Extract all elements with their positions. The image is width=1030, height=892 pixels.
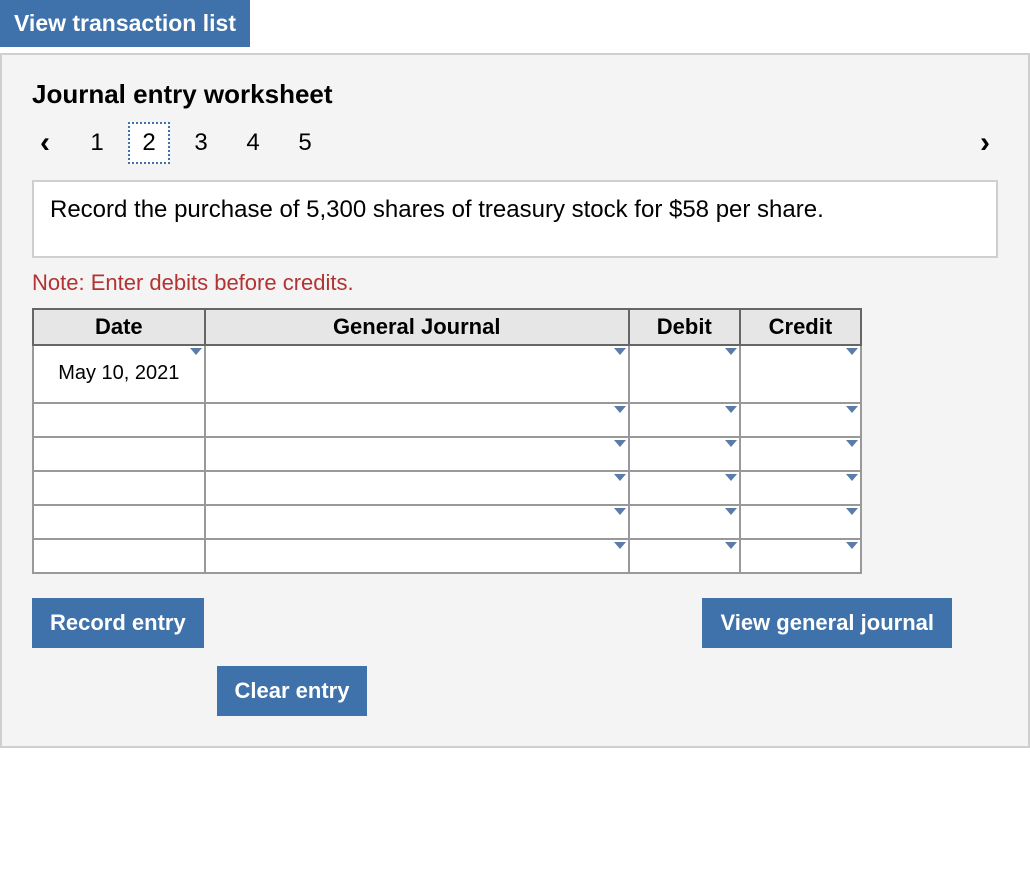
cell-debit[interactable] bbox=[629, 505, 740, 539]
worksheet-panel: Journal entry worksheet ‹ 1 2 3 4 5 › Re… bbox=[0, 53, 1030, 748]
cell-debit[interactable] bbox=[629, 539, 740, 573]
view-transaction-list-button[interactable]: View transaction list bbox=[0, 0, 250, 47]
page-5[interactable]: 5 bbox=[284, 122, 326, 164]
chevron-right-icon[interactable]: › bbox=[972, 126, 998, 160]
pager: ‹ 1 2 3 4 5 › bbox=[32, 122, 998, 164]
cell-general-journal[interactable] bbox=[205, 505, 629, 539]
table-row: May 10, 2021 bbox=[33, 345, 861, 403]
cell-date[interactable] bbox=[33, 505, 205, 539]
table-row bbox=[33, 539, 861, 573]
page-3[interactable]: 3 bbox=[180, 122, 222, 164]
page-4[interactable]: 4 bbox=[232, 122, 274, 164]
cell-debit[interactable] bbox=[629, 403, 740, 437]
col-header-general-journal: General Journal bbox=[205, 309, 629, 345]
cell-credit[interactable] bbox=[740, 539, 861, 573]
journal-table: Date General Journal Debit Credit May 10… bbox=[32, 308, 862, 574]
table-row bbox=[33, 505, 861, 539]
col-header-debit: Debit bbox=[629, 309, 740, 345]
worksheet-title: Journal entry worksheet bbox=[32, 79, 998, 110]
cell-general-journal[interactable] bbox=[205, 345, 629, 403]
table-row bbox=[33, 471, 861, 505]
cell-debit[interactable] bbox=[629, 471, 740, 505]
page-1[interactable]: 1 bbox=[76, 122, 118, 164]
clear-entry-button[interactable]: Clear entry bbox=[217, 666, 368, 716]
page-list: 1 2 3 4 5 bbox=[76, 122, 326, 164]
cell-date[interactable] bbox=[33, 403, 205, 437]
table-row bbox=[33, 403, 861, 437]
cell-credit[interactable] bbox=[740, 437, 861, 471]
view-general-journal-button[interactable]: View general journal bbox=[702, 598, 952, 648]
cell-date[interactable] bbox=[33, 437, 205, 471]
chevron-left-icon[interactable]: ‹ bbox=[32, 126, 58, 160]
cell-date[interactable]: May 10, 2021 bbox=[33, 345, 205, 403]
table-row bbox=[33, 437, 861, 471]
col-header-date: Date bbox=[33, 309, 205, 345]
cell-debit[interactable] bbox=[629, 345, 740, 403]
cell-credit[interactable] bbox=[740, 345, 861, 403]
record-entry-button[interactable]: Record entry bbox=[32, 598, 204, 648]
page-2[interactable]: 2 bbox=[128, 122, 170, 164]
button-row: Record entry View general journal bbox=[32, 598, 952, 648]
cell-date[interactable] bbox=[33, 471, 205, 505]
cell-general-journal[interactable] bbox=[205, 403, 629, 437]
note-text: Note: Enter debits before credits. bbox=[32, 270, 998, 296]
cell-debit[interactable] bbox=[629, 437, 740, 471]
cell-credit[interactable] bbox=[740, 403, 861, 437]
cell-date[interactable] bbox=[33, 539, 205, 573]
cell-credit[interactable] bbox=[740, 505, 861, 539]
cell-general-journal[interactable] bbox=[205, 437, 629, 471]
button-row-2: Clear entry bbox=[32, 666, 552, 716]
cell-general-journal[interactable] bbox=[205, 539, 629, 573]
cell-credit[interactable] bbox=[740, 471, 861, 505]
col-header-credit: Credit bbox=[740, 309, 861, 345]
instruction-box: Record the purchase of 5,300 shares of t… bbox=[32, 180, 998, 258]
cell-general-journal[interactable] bbox=[205, 471, 629, 505]
